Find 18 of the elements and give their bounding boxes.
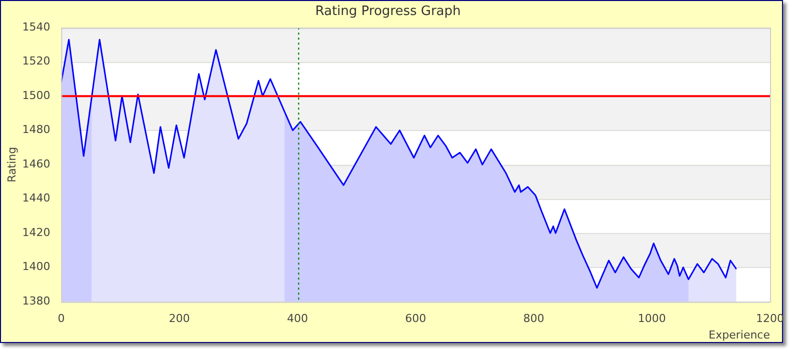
y-tick-label: 1540 (22, 20, 50, 34)
x-tick-label: 0 (58, 312, 65, 326)
y-tick-label: 1420 (22, 226, 50, 239)
x-tick-label: 200 (168, 312, 190, 326)
y-tick-label: 1440 (22, 192, 50, 205)
y-tick-label: 1400 (22, 260, 50, 274)
x-tick-label: 1000 (638, 312, 666, 326)
x-tick-label: 600 (405, 312, 426, 326)
x-tick-label: 800 (523, 312, 544, 326)
x-axis-title: Experience (708, 328, 770, 342)
y-tick-label: 1520 (22, 54, 50, 68)
y-tick-label: 1380 (22, 294, 50, 308)
x-tick-label: 400 (286, 312, 308, 326)
y-tick-label: 1460 (22, 157, 50, 170)
y-tick-label: 1480 (22, 123, 50, 136)
y-tick-label: 1500 (22, 88, 50, 102)
chart-title: Rating Progress Graph (315, 4, 461, 20)
y-axis-title: Rating (5, 146, 18, 182)
